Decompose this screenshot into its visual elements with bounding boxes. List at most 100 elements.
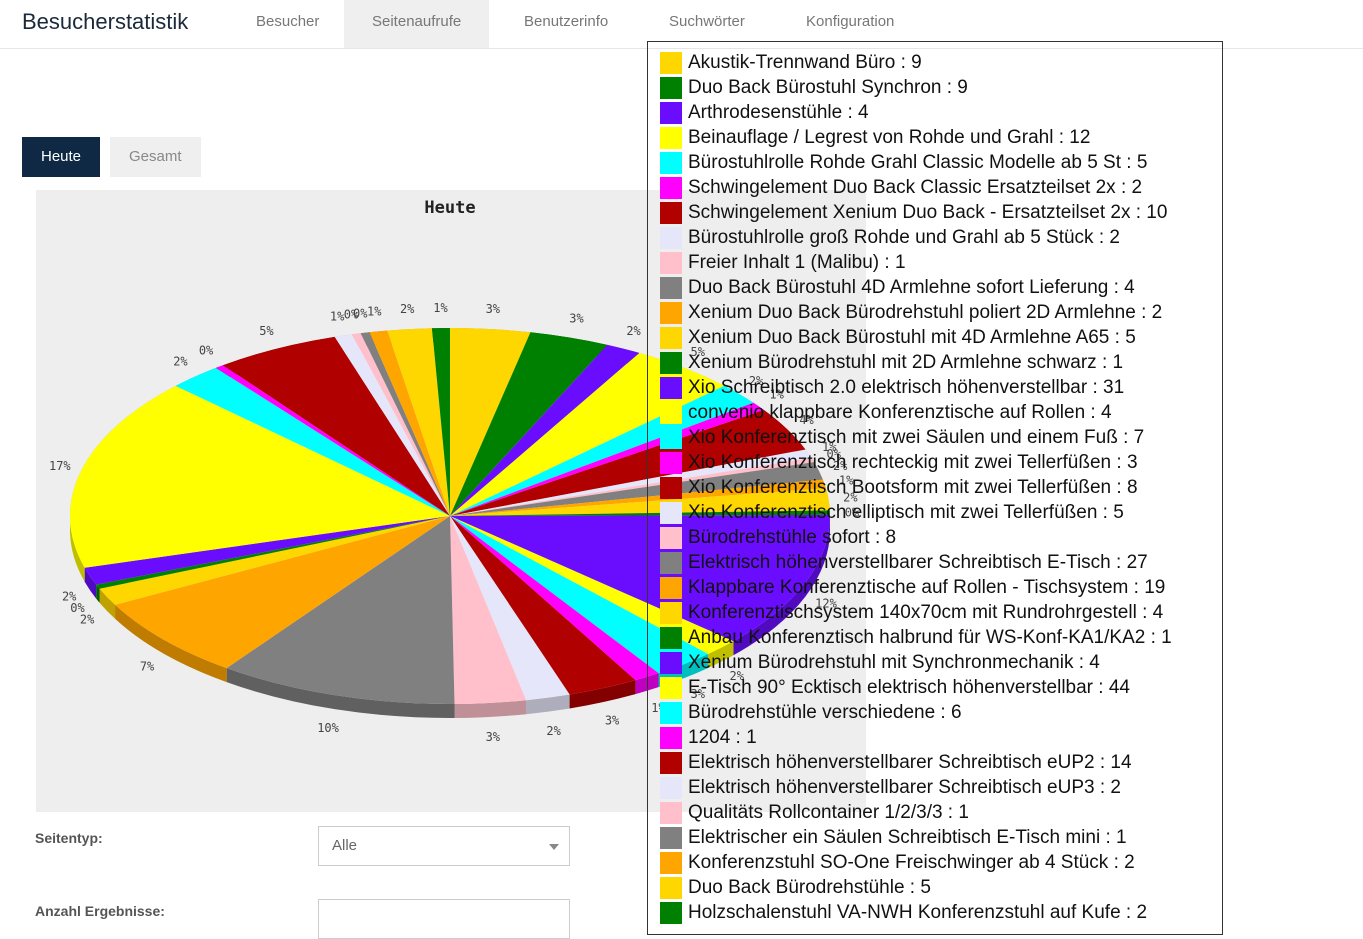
legend-label: convenio klappbare Konferenztische auf R… [688, 401, 1112, 424]
tab-benutzerinfo[interactable]: Benutzerinfo [496, 0, 636, 48]
legend-swatch [660, 402, 682, 424]
tab-seitenaufrufe[interactable]: Seitenaufrufe [344, 0, 489, 48]
legend-label: Bürodrehstühle verschiedene : 6 [688, 701, 962, 724]
legend-label: Bürostuhlrolle groß Rohde und Grahl ab 5… [688, 226, 1120, 249]
pie-slice-percent-label: 2% [173, 355, 188, 369]
legend-label: Duo Back Bürostuhl Synchron : 9 [688, 76, 968, 99]
pie-slice-percent-label: 2% [62, 590, 77, 604]
pie-slice-percent-label: 17% [49, 459, 71, 473]
subtab-gesamt[interactable]: Gesamt [110, 137, 201, 177]
pie-slice-percent-label: 3% [605, 713, 620, 727]
legend-label: Xio Schreibtisch 2.0 elektrisch höhenver… [688, 376, 1124, 399]
legend-label: Elektrisch höhenverstellbarer Schreibtis… [688, 776, 1121, 799]
legend-label: Elektrischer ein Säulen Schreibtisch E-T… [688, 826, 1127, 849]
legend-label: Xio Konferenztisch Bootsform mit zwei Te… [688, 476, 1138, 499]
page-type-select[interactable]: Alle [318, 826, 570, 866]
legend-label: Akustik-Trennwand Büro : 9 [688, 51, 922, 74]
pie-slice-percent-label: 7% [140, 660, 155, 674]
legend-swatch [660, 477, 682, 499]
legend-label: Bürostuhlrolle Rohde Grahl Classic Model… [688, 151, 1147, 174]
pie-slice-percent-label: 10% [317, 721, 339, 735]
pie-slice-percent-label: 3% [569, 312, 584, 326]
legend-label: Xio Konferenztisch elliptisch mit zwei T… [688, 501, 1124, 524]
tab-besucher[interactable]: Besucher [228, 0, 347, 48]
legend-label: Xio Konferenztisch mit zwei Säulen und e… [688, 426, 1144, 449]
page-type-value: Alle [332, 837, 357, 854]
legend-swatch [660, 552, 682, 574]
legend-swatch [660, 227, 682, 249]
legend-swatch [660, 77, 682, 99]
legend-swatch [660, 152, 682, 174]
app-title[interactable]: Besucherstatistik [22, 9, 188, 35]
legend-swatch [660, 52, 682, 74]
pie-slice-percent-label: 2% [546, 724, 561, 738]
legend-swatch [660, 877, 682, 899]
legend-swatch [660, 377, 682, 399]
legend-label: Schwingelement Xenium Duo Back - Ersatzt… [688, 201, 1167, 224]
legend-swatch [660, 802, 682, 824]
subtab-heute[interactable]: Heute [22, 137, 100, 177]
pie-slice-percent-label: 1% [367, 305, 382, 319]
legend-swatch [660, 852, 682, 874]
legend-swatch [660, 902, 682, 924]
legend-label: Xenium Duo Back Bürodrehstuhl poliert 2D… [688, 301, 1162, 324]
legend-label: E-Tisch 90° Ecktisch elektrisch höhenver… [688, 676, 1130, 699]
legend-label: Freier Inhalt 1 (Malibu) : 1 [688, 251, 906, 274]
pie-slice-percent-label: 2% [626, 324, 641, 338]
legend-label: Konferenztischsystem 140x70cm mit Rundro… [688, 601, 1163, 624]
pie-slice-percent-label: 5% [259, 324, 274, 338]
page-type-label: Seitentyp: [35, 830, 103, 846]
legend-label: Bürodrehstühle sofort : 8 [688, 526, 896, 549]
legend-swatch [660, 602, 682, 624]
legend-swatch [660, 127, 682, 149]
pie-slice-percent-label: 2% [400, 302, 415, 316]
legend-label: Qualitäts Rollcontainer 1/2/3/3 : 1 [688, 801, 969, 824]
legend-label: Elektrisch höhenverstellbarer Schreibtis… [688, 751, 1132, 774]
legend-swatch [660, 277, 682, 299]
legend-label: Duo Back Bürostuhl 4D Armlehne sofort Li… [688, 276, 1135, 299]
legend-label: Xenium Duo Back Bürostuhl mit 4D Armlehn… [688, 326, 1136, 349]
legend-swatch [660, 677, 682, 699]
result-count-label: Anzahl Ergebnisse: [35, 903, 165, 919]
legend-swatch [660, 777, 682, 799]
legend-label: 1204 : 1 [688, 726, 757, 749]
legend-label: Duo Back Bürodrehstühle : 5 [688, 876, 931, 899]
legend-swatch [660, 452, 682, 474]
legend-swatch [660, 702, 682, 724]
legend-label: Klappbare Konferenztische auf Rollen - T… [688, 576, 1165, 599]
result-count-input[interactable] [318, 899, 570, 939]
legend-swatch [660, 752, 682, 774]
legend-label: Arthrodesenstühle : 4 [688, 101, 869, 124]
chart-title: Heute [424, 198, 475, 218]
legend-swatch [660, 202, 682, 224]
legend-swatch [660, 302, 682, 324]
legend-swatch [660, 577, 682, 599]
chevron-down-icon [549, 844, 559, 850]
legend-swatch [660, 327, 682, 349]
pie-slice-percent-label: 3% [486, 730, 501, 744]
legend-label: Schwingelement Duo Back Classic Ersatzte… [688, 176, 1142, 199]
legend-swatch [660, 102, 682, 124]
pie-slice-percent-label: 3% [486, 302, 501, 316]
legend-swatch [660, 727, 682, 749]
legend-swatch [660, 502, 682, 524]
legend-swatch [660, 827, 682, 849]
legend-label: Xenium Bürodrehstuhl mit Synchronmechani… [688, 651, 1100, 674]
legend-swatch [660, 177, 682, 199]
legend-swatch [660, 627, 682, 649]
legend-swatch [660, 252, 682, 274]
legend-label: Xio Konferenztisch rechteckig mit zwei T… [688, 451, 1138, 474]
pie-slice-percent-label: 0% [353, 306, 368, 320]
legend-label: Holzschalenstuhl VA-NWH Konferenzstuhl a… [688, 901, 1147, 924]
legend-swatch [660, 652, 682, 674]
legend-swatch [660, 352, 682, 374]
legend-swatch [660, 427, 682, 449]
legend-label: Anbau Konferenztisch halbrund für WS-Kon… [688, 626, 1172, 649]
legend-label: Xenium Bürodrehstuhl mit 2D Armlehne sch… [688, 351, 1123, 374]
legend-swatch [660, 527, 682, 549]
pie-slice-percent-label: 1% [433, 301, 448, 315]
legend-label: Konferenzstuhl SO-One Freischwinger ab 4… [688, 851, 1135, 874]
legend-label: Elektrisch höhenverstellbarer Schreibtis… [688, 551, 1148, 574]
legend-label: Beinauflage / Legrest von Rohde und Grah… [688, 126, 1090, 149]
